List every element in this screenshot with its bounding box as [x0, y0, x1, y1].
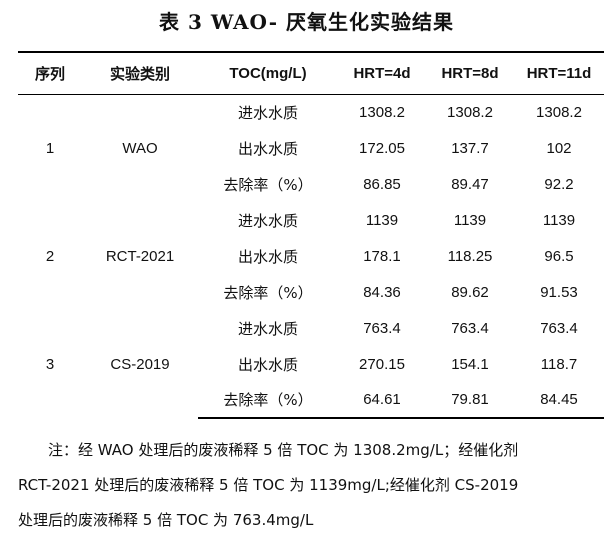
header-toc: TOC(mg/L) [198, 51, 338, 95]
table-row: 出水水质 270.15 154.1 118.7 [18, 346, 604, 382]
cell-value: 763.4 [540, 319, 578, 337]
table-row: 2 RCT-2021 进水水质 1139 1139 1139 [18, 202, 604, 265]
cell-value: 91.53 [540, 283, 578, 301]
metric-label: 去除率（%） [223, 283, 313, 302]
cell-value: 1308.2 [536, 103, 582, 121]
cell-value: 1308.2 [359, 103, 405, 121]
table-row: 1 WAO 进水水质 1308.2 1308.2 1308.2 [18, 94, 604, 157]
header-hrt-11d: HRT=11d [514, 51, 604, 95]
cell-value: 1139 [365, 211, 399, 229]
cell-value: 84.36 [363, 283, 401, 301]
table-row: 去除率（%） 64.61 79.81 84.45 [18, 382, 604, 419]
header-hrt-4d: HRT=4d [338, 51, 426, 95]
cell-value: 1139 [453, 211, 487, 229]
metric-label: 进水水质 [237, 211, 298, 230]
metric-label: 去除率（%） [223, 175, 313, 194]
cell-value: 154.1 [451, 355, 489, 373]
table-row: 去除率（%） 86.85 89.47 92.2 [18, 166, 604, 202]
header-seq: 序列 [18, 51, 82, 95]
cell-value: 86.85 [363, 175, 401, 193]
cell-value: 137.7 [451, 139, 489, 157]
cell-value: 102 [546, 139, 572, 157]
metric-label: 出水水质 [237, 247, 298, 266]
metric-label: 出水水质 [237, 139, 298, 158]
table-row: 出水水质 178.1 118.25 96.5 [18, 238, 604, 274]
cell-value: 763.4 [451, 319, 489, 337]
group-category: WAO [122, 139, 158, 157]
cell-value: 1139 [542, 211, 576, 229]
cell-value: 172.05 [359, 139, 405, 157]
results-table: 序列 实验类别 TOC(mg/L) HRT=4d HRT=8d HRT=11d … [18, 51, 604, 419]
cell-value: 1308.2 [447, 103, 493, 121]
group-seq: 1 [45, 139, 55, 157]
note-line-2: RCT-2021 处理后的废液稀释 5 倍 TOC 为 1139mg/L;经催化… [18, 476, 519, 494]
cell-value: 96.5 [544, 247, 574, 265]
metric-label: 去除率（%） [198, 382, 338, 419]
header-row: 序列 实验类别 TOC(mg/L) HRT=4d HRT=8d HRT=11d [18, 51, 604, 95]
group-seq: 3 [45, 355, 55, 373]
metric-label: 进水水质 [237, 103, 298, 122]
cell-value: 270.15 [359, 355, 405, 373]
cell-value: 763.4 [363, 319, 401, 337]
note-line-3: 处理后的废液稀释 5 倍 TOC 为 763.4mg/L [18, 511, 314, 529]
cell-value: 118.25 [447, 247, 493, 265]
cell-value: 89.62 [451, 283, 489, 301]
table-row: 出水水质 172.05 137.7 102 [18, 130, 604, 166]
table-title: 表 3 WAO- 厌氧生化实验结果 [159, 10, 454, 34]
cell-value: 178.1 [363, 247, 401, 265]
header-category: 实验类别 [82, 51, 198, 95]
metric-label: 进水水质 [237, 319, 298, 338]
metric-label: 出水水质 [237, 355, 298, 374]
group-seq: 2 [45, 247, 55, 265]
cell-value: 118.7 [540, 355, 578, 373]
group-category: RCT-2021 [105, 247, 175, 265]
table-row: 3 CS-2019 进水水质 763.4 763.4 763.4 [18, 310, 604, 373]
cell-value: 92.2 [544, 175, 574, 193]
table-row: 去除率（%） 84.36 89.62 91.53 [18, 274, 604, 310]
cell-value: 79.81 [426, 382, 514, 419]
note-line-1: 注：经 WAO 处理后的废液稀释 5 倍 TOC 为 1308.2mg/L；经催… [48, 441, 519, 459]
header-hrt-8d: HRT=8d [426, 51, 514, 95]
cell-value: 89.47 [451, 175, 489, 193]
group-category: CS-2019 [110, 355, 170, 373]
cell-value: 84.45 [514, 382, 604, 419]
cell-value: 64.61 [338, 382, 426, 419]
